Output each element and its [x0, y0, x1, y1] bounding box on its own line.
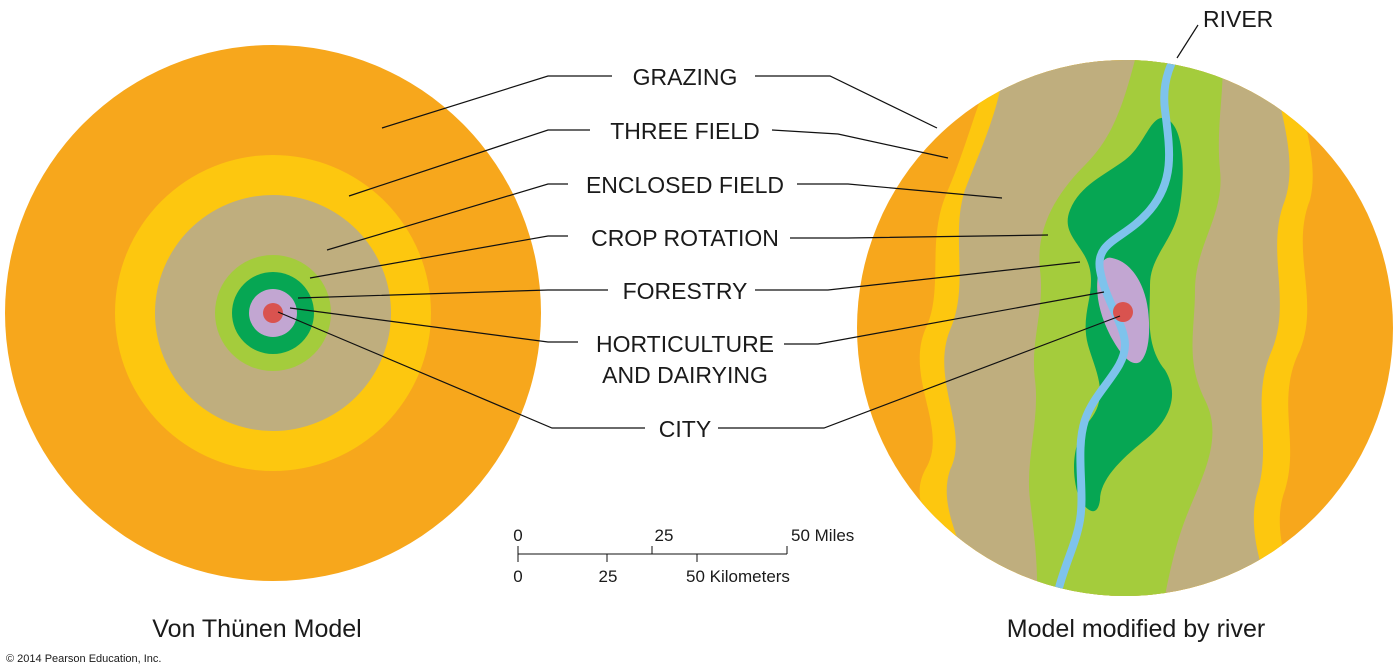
leader-river-right — [1176, 24, 1199, 59]
scale-label-km-0: 0 — [513, 567, 522, 586]
leader-forestry-left — [297, 289, 608, 299]
city-marker — [263, 303, 283, 323]
leader-three-field-left — [348, 129, 590, 197]
label-grazing: GRAZING — [633, 64, 738, 90]
leader-grazing-right — [755, 75, 938, 129]
scale-bar: 0 25 50 Miles 0 25 50 Kilometers — [513, 526, 854, 586]
label-forestry: FORESTRY — [623, 278, 748, 304]
leader-three-field-right — [771, 129, 949, 159]
von-thunen-model — [5, 45, 541, 581]
leader-crop-rotation-left — [309, 235, 568, 279]
caption-left: Von Thünen Model — [152, 615, 361, 643]
scale-label-miles-50: 50 Miles — [791, 526, 854, 545]
label-crop-rotation: CROP ROTATION — [591, 225, 779, 251]
leader-forestry-right — [755, 261, 1081, 291]
leader-city-right — [718, 315, 1121, 429]
label-city: CITY — [659, 416, 711, 442]
label-enclosed-field: ENCLOSED FIELD — [586, 172, 784, 198]
scale-label-km-25: 25 — [599, 567, 618, 586]
zone-labels: RIVER GRAZING THREE FIELD ENCLOSED FIELD… — [586, 6, 1273, 442]
leader-crop-rotation-right — [790, 234, 1049, 239]
copyright-notice: © 2014 Pearson Education, Inc. — [6, 653, 161, 665]
leader-lines — [277, 24, 1199, 429]
city-marker — [1113, 302, 1133, 322]
leader-horticulture-left — [289, 307, 578, 343]
leader-enclosed-field-right — [797, 183, 1003, 199]
label-horticulture-line2: AND DAIRYING — [602, 362, 768, 388]
leader-city-left — [277, 311, 645, 429]
scale-label-km-50: 50 Kilometers — [686, 567, 790, 586]
label-river: RIVER — [1203, 6, 1273, 32]
caption-right: Model modified by river — [1007, 615, 1265, 643]
label-horticulture-line1: HORTICULTURE — [596, 331, 774, 357]
label-three-field: THREE FIELD — [610, 118, 760, 144]
scale-label-miles-25: 25 — [655, 526, 674, 545]
scale-label-miles-0: 0 — [513, 526, 522, 545]
river-modified-model — [857, 60, 1393, 596]
leader-horticulture-right — [784, 291, 1105, 345]
leader-grazing-left — [381, 75, 612, 129]
leader-enclosed-field-left — [326, 183, 568, 251]
